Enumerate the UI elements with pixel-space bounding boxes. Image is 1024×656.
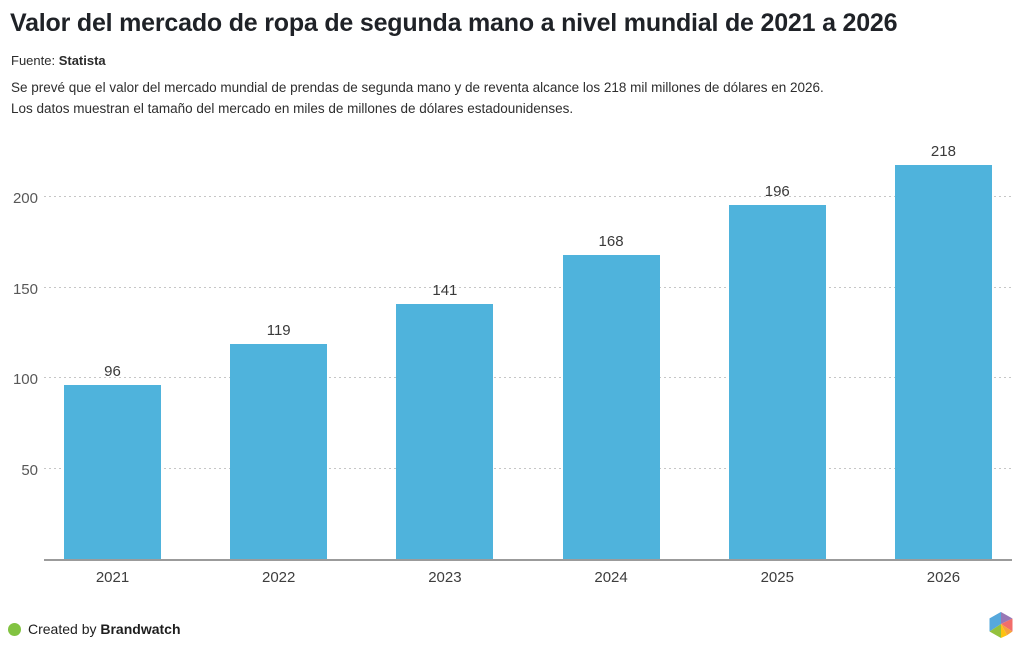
y-axis: 50 100 150 200 [0,145,38,561]
bar [64,385,161,559]
bar-value-label: 196 [764,182,790,200]
x-tick-label: 2021 [95,569,130,586]
x-tick-label: 2023 [428,569,462,586]
source-line: Fuente: Statista [11,53,106,68]
brandwatch-hexagon-logo-icon [989,612,1013,638]
bar-value-label: 168 [598,233,624,251]
bar-chart: 50 100 150 200 96 2021 119 2022 141 2023 168 2024 1… [0,142,1012,586]
created-by-text: Created by Brandwatch [28,621,181,637]
bar [894,164,992,559]
bar-column: 196 2025 [728,145,826,586]
y-tick-label: 200 [12,190,38,208]
gridline [44,377,1012,379]
bar [562,255,660,559]
description-line-2: Los datos muestran el tamaño del mercado… [11,101,574,116]
y-tick-label: 100 [12,371,38,389]
x-tick-label: 2025 [760,569,794,586]
description-line-1: Se prevé que el valor del mercado mundia… [11,80,824,95]
bar-value-label: 218 [930,142,956,160]
x-tick-label: 2024 [594,569,628,586]
bar-column: 168 2024 [562,145,660,586]
created-by-prefix: Created by [28,621,101,637]
bar-value-label: 119 [266,321,291,339]
bar-value-label: 141 [432,281,458,299]
y-tick-label: 150 [12,280,38,298]
source-label: Fuente: [11,53,59,68]
bar [396,303,494,559]
x-tick-label: 2022 [262,569,296,586]
page-title: Valor del mercado de ropa de segunda man… [10,9,898,37]
bar-value-label: 96 [104,363,121,381]
x-tick-label: 2026 [926,569,961,586]
green-dot-icon [8,622,21,636]
gridline [44,286,1012,288]
chart-description: Se prevé que el valor del mercado mundia… [11,77,824,119]
gridline [44,196,1012,198]
gridline [44,467,1012,469]
created-by-brand: Brandwatch [100,621,181,637]
source-name: Statista [58,53,106,68]
bar-column: 218 2026 [894,142,992,586]
bar-column: 119 2022 [230,145,328,586]
plot-area: 96 2021 119 2022 141 2023 168 2024 196 2025 218 202… [44,142,1012,586]
bar-column: 141 2023 [396,145,494,586]
y-tick-label: 50 [21,461,38,479]
bar-column: 96 2021 [64,145,161,586]
bar [728,204,826,559]
bar [230,343,328,559]
footer-credit: Created by Brandwatch [8,621,181,637]
